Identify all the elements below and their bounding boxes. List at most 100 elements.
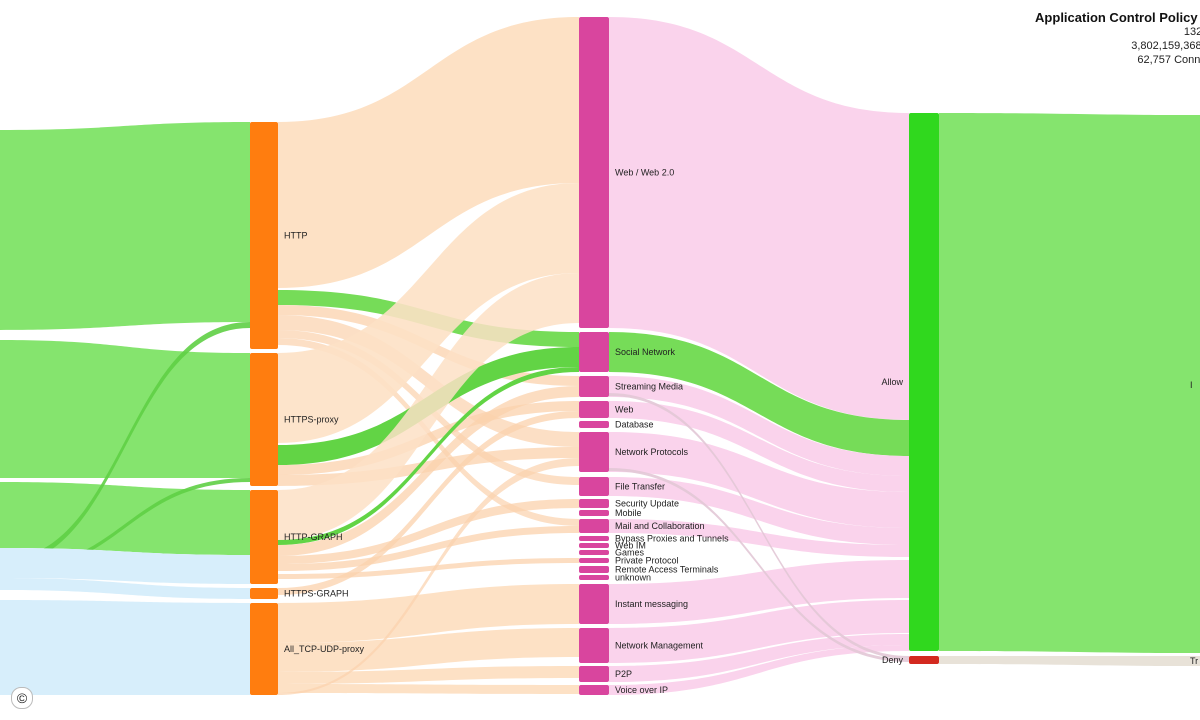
label-https-graph: HTTPS-GRAPH xyxy=(284,589,349,599)
flow-26 xyxy=(278,584,579,643)
chart-title: Application Control Policy M xyxy=(1035,10,1200,25)
node-streaming-media[interactable] xyxy=(579,376,609,397)
nodes-layer xyxy=(250,17,939,695)
flow-32 xyxy=(609,332,909,456)
node-http[interactable] xyxy=(250,122,278,349)
flow-43 xyxy=(609,468,909,662)
label-remote-access-terminals: Remote Access Terminals xyxy=(615,565,719,575)
node-bypass-proxies-and-tunnels[interactable] xyxy=(579,536,609,541)
label-bypass-proxies-and-tunnels: Bypass Proxies and Tunnels xyxy=(615,534,729,544)
header-count-line: 132 F xyxy=(1183,26,1200,39)
label-social-network: Social Network xyxy=(615,347,676,357)
flow-7 xyxy=(0,578,250,599)
node-games[interactable] xyxy=(579,550,609,555)
node-unknown[interactable] xyxy=(579,575,609,580)
flow-25 xyxy=(278,411,579,595)
label-mail-and-collaboration: Mail and Collaboration xyxy=(615,521,705,531)
label-http-graph: HTTP-GRAPH xyxy=(284,532,343,542)
flow-15 xyxy=(278,183,579,443)
node-web-im[interactable] xyxy=(579,543,609,548)
flow-39 xyxy=(609,600,909,663)
node-file-transfer[interactable] xyxy=(579,477,609,496)
flows-layer xyxy=(0,17,1200,695)
node-allow[interactable] xyxy=(909,113,939,651)
node-https-proxy[interactable] xyxy=(250,353,278,486)
node-web-web-2-0[interactable] xyxy=(579,17,609,328)
node-deny[interactable] xyxy=(909,656,939,664)
label-i: I xyxy=(1190,380,1193,390)
node-voice-over-ip[interactable] xyxy=(579,685,609,695)
flow-0 xyxy=(0,122,250,330)
node-remote-access-terminals[interactable] xyxy=(579,566,609,573)
flow-2 xyxy=(0,482,250,555)
flow-6 xyxy=(0,548,250,584)
label-voice-over-ip: Voice over IP xyxy=(615,685,668,695)
flow-29 xyxy=(278,684,579,694)
chart-header: Application Control Policy M 132 F 3,802… xyxy=(1035,10,1200,68)
node-mobile[interactable] xyxy=(579,510,609,516)
label-network-management: Network Management xyxy=(615,641,704,651)
flow-45 xyxy=(939,655,1200,666)
flow-38 xyxy=(609,560,909,624)
label-p2p: P2P xyxy=(615,669,632,679)
node-all-tcp-udp-proxy[interactable] xyxy=(250,603,278,695)
flow-21 xyxy=(278,386,579,556)
flow-44 xyxy=(939,113,1200,653)
node-private-protocol[interactable] xyxy=(579,558,609,563)
label-all-tcp-udp-proxy: All_TCP-UDP-proxy xyxy=(284,644,365,654)
flow-27 xyxy=(278,628,579,672)
flow-40 xyxy=(609,634,909,682)
label-network-protocols: Network Protocols xyxy=(615,447,689,457)
flow-17 xyxy=(278,401,579,475)
node-https-graph[interactable] xyxy=(250,588,278,599)
label-https-proxy: HTTPS-proxy xyxy=(284,415,339,425)
node-p2p[interactable] xyxy=(579,666,609,682)
label-mobile: Mobile xyxy=(615,508,642,518)
flow-33 xyxy=(609,376,909,476)
flow-19 xyxy=(278,273,579,540)
node-http-graph[interactable] xyxy=(250,490,278,584)
flow-9 xyxy=(278,17,579,288)
flow-28 xyxy=(278,666,579,684)
flow-23 xyxy=(278,526,579,571)
flow-3 xyxy=(0,322,250,566)
flow-31 xyxy=(609,17,909,420)
flow-8 xyxy=(0,600,250,695)
flow-35 xyxy=(609,432,909,528)
label-instant-messaging: Instant messaging xyxy=(615,599,688,609)
flow-4 xyxy=(0,478,250,574)
label-web-im: Web IM xyxy=(615,541,646,551)
label-deny: Deny xyxy=(882,655,904,665)
label-streaming-media: Streaming Media xyxy=(615,382,683,392)
label-games: Games xyxy=(615,548,645,558)
node-database[interactable] xyxy=(579,421,609,428)
label-private-protocol: Private Protocol xyxy=(615,556,679,566)
header-connections-line: 62,757 Connec xyxy=(1137,53,1200,66)
label-unknown: unknown xyxy=(615,573,651,583)
node-web[interactable] xyxy=(579,401,609,418)
label-database: Database xyxy=(615,420,654,430)
node-social-network[interactable] xyxy=(579,332,609,372)
flow-42 xyxy=(609,393,909,659)
node-mail-and-collaboration[interactable] xyxy=(579,519,609,533)
flow-22 xyxy=(278,499,579,564)
label-security-update: Security Update xyxy=(615,499,679,509)
node-network-protocols[interactable] xyxy=(579,432,609,472)
header-bytes-line: 3,802,159,368 E xyxy=(1131,40,1200,52)
label-http: HTTP xyxy=(284,231,308,241)
node-network-management[interactable] xyxy=(579,628,609,663)
flow-36 xyxy=(609,477,909,545)
label-web: Web xyxy=(615,405,633,415)
flow-1 xyxy=(0,340,250,478)
flow-30 xyxy=(278,458,579,695)
labels-layer: HTTP HTTPS-proxy HTTP-GRAPH HTTPS-GRAPH All_… xyxy=(284,168,1198,696)
flow-20 xyxy=(278,367,579,545)
label-web-web-2-0: Web / Web 2.0 xyxy=(615,168,674,178)
label-tr: Tr xyxy=(1190,656,1198,666)
flow-14 xyxy=(278,338,579,526)
copyright-icon: © xyxy=(11,687,33,709)
node-instant-messaging[interactable] xyxy=(579,584,609,624)
node-security-update[interactable] xyxy=(579,499,609,508)
flow-37 xyxy=(609,519,909,557)
